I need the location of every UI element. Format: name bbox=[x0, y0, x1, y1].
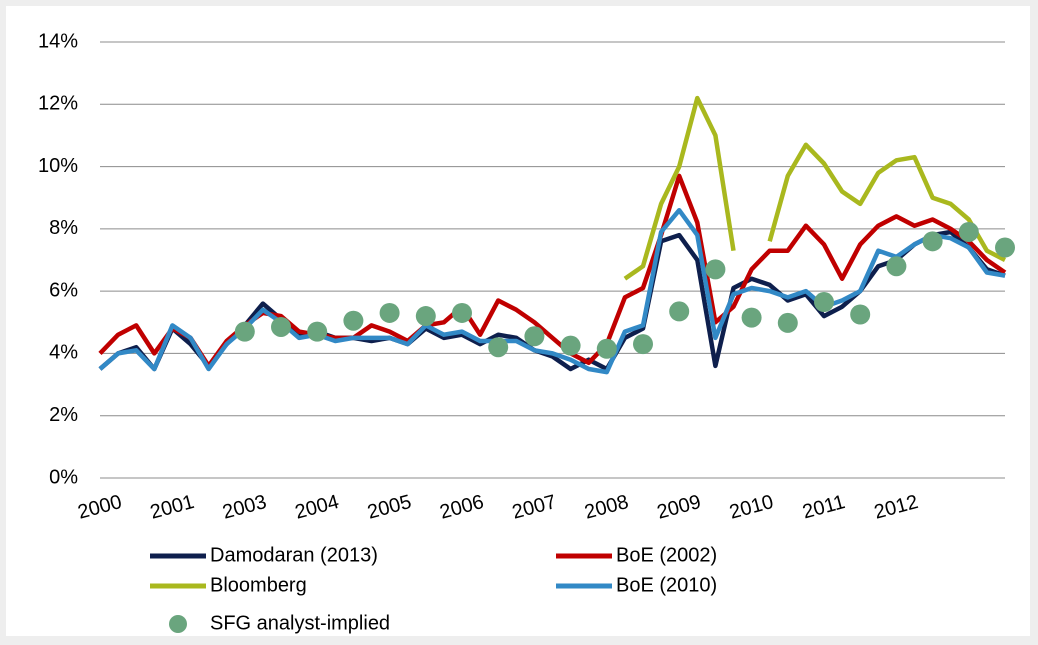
data-point bbox=[958, 221, 979, 242]
legend-label: Bloomberg bbox=[210, 574, 307, 596]
y-tick-label: 14% bbox=[38, 30, 78, 52]
y-tick-label: 4% bbox=[49, 342, 78, 364]
data-point bbox=[307, 321, 328, 342]
data-point bbox=[705, 259, 726, 280]
y-tick-label: 2% bbox=[49, 404, 78, 426]
legend-swatch bbox=[169, 615, 187, 633]
data-point bbox=[669, 301, 690, 322]
y-tick-label: 6% bbox=[49, 279, 78, 301]
data-line bbox=[623, 95, 1007, 281]
data-point bbox=[741, 307, 762, 328]
data-line bbox=[98, 207, 1006, 375]
data-point bbox=[995, 237, 1015, 258]
legend-label: BoE (2010) bbox=[616, 574, 717, 596]
data-point bbox=[415, 306, 436, 327]
data-point bbox=[777, 312, 798, 333]
legend-label: SFG analyst-implied bbox=[210, 612, 390, 634]
legend-label: BoE (2002) bbox=[616, 544, 717, 566]
data-point bbox=[343, 310, 364, 331]
data-point bbox=[596, 338, 617, 359]
data-point bbox=[886, 256, 907, 277]
y-tick-label: 10% bbox=[38, 155, 78, 177]
data-point bbox=[452, 302, 472, 323]
data-point bbox=[922, 231, 943, 252]
legend-label: Damodaran (2013) bbox=[210, 544, 378, 566]
data-point bbox=[379, 302, 400, 323]
data-point bbox=[234, 321, 255, 342]
chart-background bbox=[6, 6, 1030, 636]
data-point bbox=[524, 326, 545, 347]
data-point bbox=[271, 316, 291, 337]
y-tick-label: 12% bbox=[38, 93, 78, 115]
y-tick-label: 8% bbox=[49, 217, 78, 239]
data-point bbox=[488, 337, 509, 358]
data-point bbox=[850, 304, 871, 325]
y-tick-label: 0% bbox=[49, 466, 78, 488]
data-point bbox=[814, 292, 834, 313]
data-point bbox=[633, 334, 653, 355]
data-point bbox=[560, 335, 581, 356]
